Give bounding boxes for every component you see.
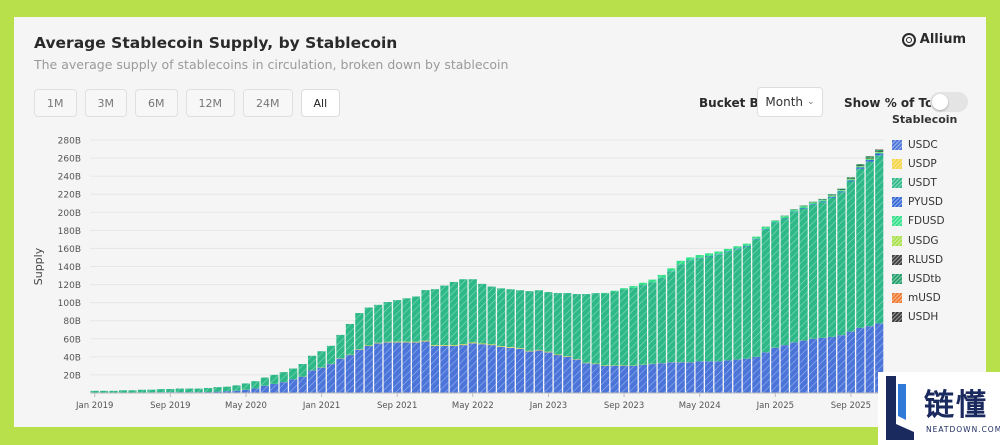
percent-total-label: Show % of Total [844, 96, 952, 110]
legend-swatch [892, 254, 902, 265]
legend-item-usdtb[interactable]: USDtb [892, 269, 957, 288]
bucket-by-label: Bucket By [699, 96, 767, 110]
legend-label: USDP [908, 157, 937, 170]
chart-legend: Stablecoin USDC USDP USDT PYUSD FDUSD USDG RLU… [892, 113, 957, 327]
legend-swatch [892, 293, 902, 304]
timeframe-6m-button[interactable]: 6M [135, 89, 178, 117]
timeframe-3m-button[interactable]: 3M [84, 89, 127, 117]
chart-card: Average Stablecoin Supply, by Stablecoin… [14, 17, 986, 427]
legend-item-usdg[interactable]: USDG [892, 231, 957, 250]
allium-logo-icon [901, 32, 916, 47]
bucket-by-value: Month [765, 95, 804, 109]
timeframe-selector: 1M 3M 6M 12M 24M All [34, 89, 341, 117]
timeframe-24m-button[interactable]: 24M [243, 89, 293, 117]
legend-item-usdp[interactable]: USDP [892, 154, 957, 173]
legend-label: USDG [908, 234, 939, 247]
legend-item-rlusd[interactable]: RLUSD [892, 250, 957, 269]
legend-swatch [892, 235, 902, 246]
timeframe-all-button[interactable]: All [300, 89, 341, 117]
chevron-down-icon: ⌄ [807, 97, 815, 107]
legend-title: Stablecoin [892, 113, 958, 126]
legend-label: USDC [908, 138, 938, 151]
legend-item-fdusd[interactable]: FDUSD [892, 212, 957, 231]
chart-title: Average Stablecoin Supply, by Stablecoin [34, 34, 398, 52]
legend-swatch [892, 139, 902, 150]
timeframe-1m-button[interactable]: 1M [34, 89, 77, 117]
legend-item-usdt[interactable]: USDT [892, 173, 957, 192]
legend-swatch [892, 273, 902, 284]
neatdown-watermark: 链懂 NEATDOWN.COM [878, 372, 1000, 445]
legend-item-usdh[interactable]: USDH [892, 308, 957, 327]
bucket-by-select[interactable]: Month ⌄ [757, 87, 823, 117]
legend-swatch [892, 216, 902, 227]
legend-swatch [892, 177, 902, 188]
brand-logo-text: Allium [919, 32, 966, 47]
neatdown-logo-icon [886, 376, 914, 440]
legend-item-musd[interactable]: mUSD [892, 289, 957, 308]
legend-label: mUSD [908, 292, 941, 305]
watermark-text: 链懂 [924, 388, 988, 423]
legend-label: USDT [908, 176, 937, 189]
toggle-knob [932, 94, 948, 110]
legend-label: USDtb [908, 272, 942, 285]
brand-logo: Allium [901, 32, 966, 47]
legend-label: USDH [908, 311, 939, 324]
legend-swatch [892, 312, 902, 323]
legend-item-pyusd[interactable]: PYUSD [892, 193, 957, 212]
legend-item-usdc[interactable]: USDC [892, 135, 957, 154]
timeframe-12m-button[interactable]: 12M [185, 89, 235, 117]
legend-label: PYUSD [908, 196, 943, 209]
legend-swatch [892, 158, 902, 169]
chart-subtitle: The average supply of stablecoins in cir… [34, 57, 509, 72]
legend-label: FDUSD [908, 215, 945, 228]
watermark-url: NEATDOWN.COM [926, 425, 1000, 434]
legend-swatch [892, 197, 902, 208]
legend-label: RLUSD [908, 253, 944, 266]
percent-total-toggle[interactable] [930, 92, 968, 112]
